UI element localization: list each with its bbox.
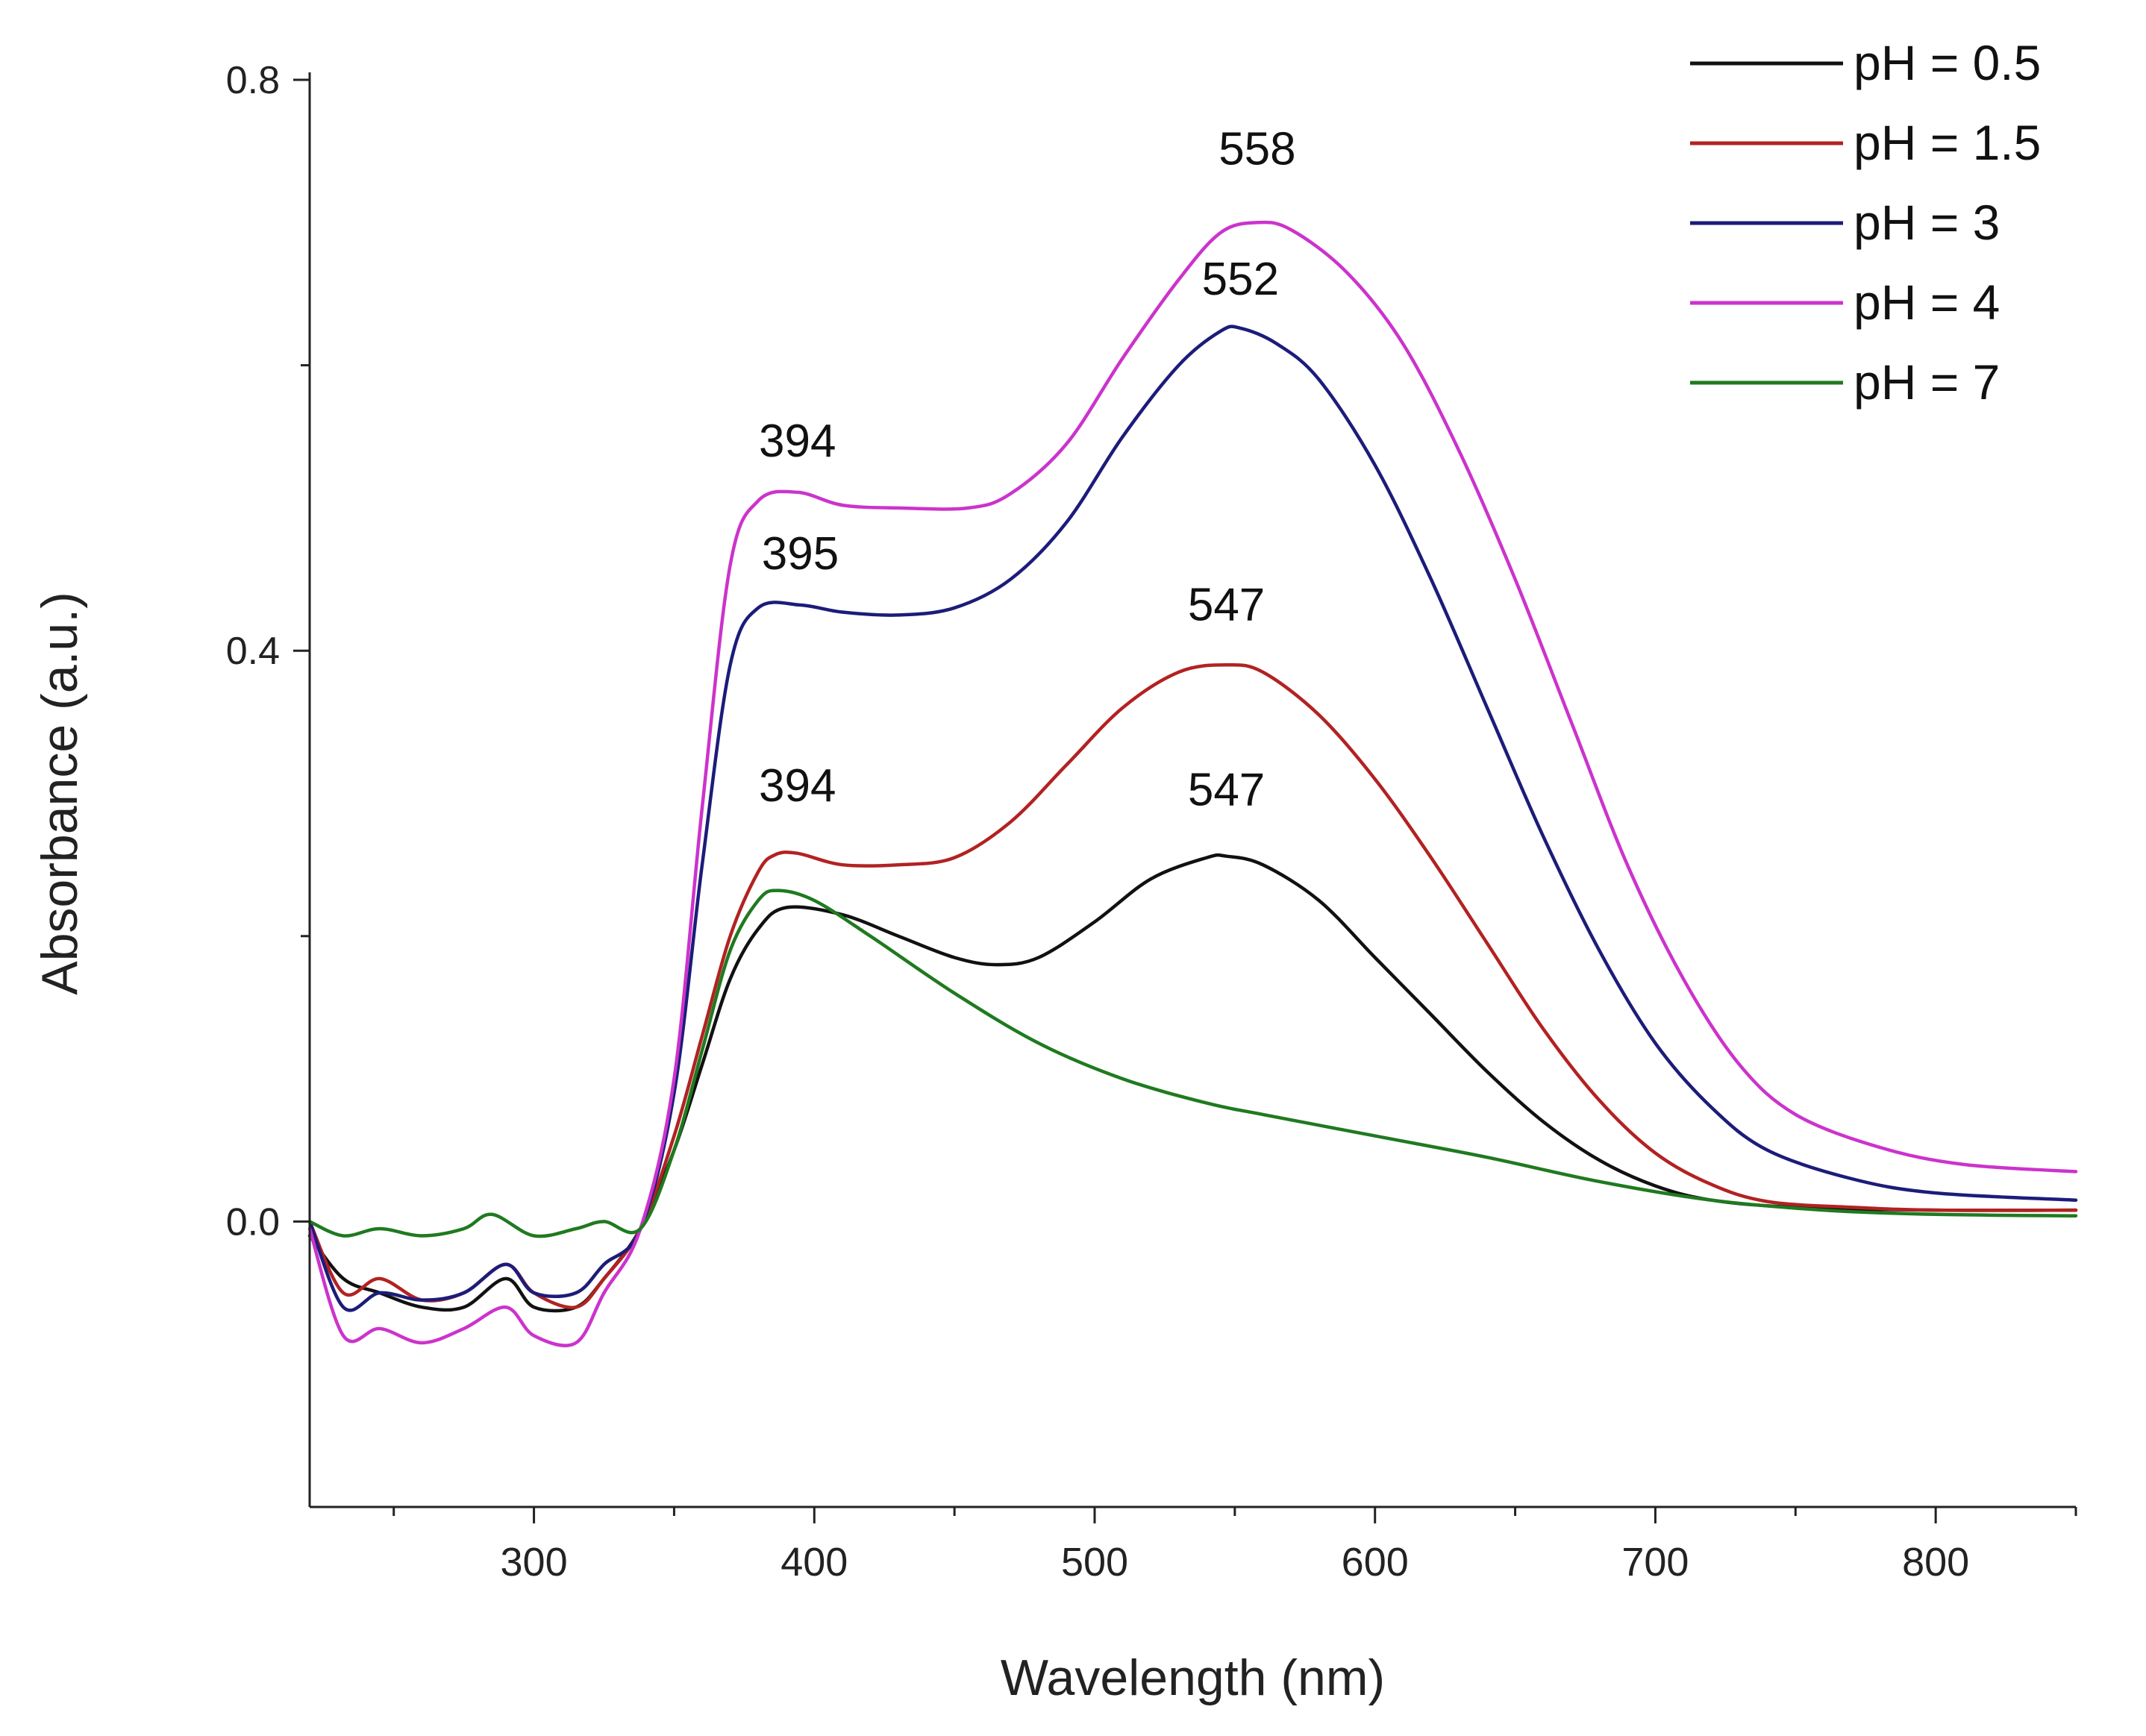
series-line-0 xyxy=(307,853,2078,1313)
annotation-layer: 558 552 394 395 547 394 547 xyxy=(759,123,1296,815)
x-tick-label: 600 xyxy=(1342,1540,1409,1585)
legend-label-4: pH = 7 xyxy=(1853,354,2000,410)
x-tick-label: 300 xyxy=(501,1540,568,1585)
legend-label-2: pH = 3 xyxy=(1853,195,2000,250)
legend-label-1: pH = 1.5 xyxy=(1853,115,2041,170)
peak-label: 394 xyxy=(759,416,836,467)
y-axis-title: Absorbance (a.u.) xyxy=(31,592,88,995)
y-tick-label: 0.4 xyxy=(226,630,280,673)
x-tick-label: 700 xyxy=(1621,1540,1689,1585)
legend-label-0: pH = 0.5 xyxy=(1853,35,2041,90)
series-layer xyxy=(307,220,2078,1347)
x-tick-label: 800 xyxy=(1902,1540,1969,1585)
x-tick-label: 500 xyxy=(1061,1540,1128,1585)
legend: pH = 0.5 pH = 1.5 pH = 3 pH = 4 pH = 7 xyxy=(1690,35,2041,410)
x-tick-label: 400 xyxy=(780,1540,848,1585)
legend-label-3: pH = 4 xyxy=(1853,275,2000,330)
y-tick-label: 0.0 xyxy=(226,1200,280,1244)
series-line-3 xyxy=(307,220,2078,1347)
y-tick-label: 0.8 xyxy=(226,59,280,102)
peak-label: 395 xyxy=(762,528,839,580)
peak-label: 552 xyxy=(1202,254,1279,305)
axes-layer: 300 400 500 600 700 800 0.0 0.4 0.8 xyxy=(226,59,2077,1585)
peak-label: 547 xyxy=(1188,579,1265,630)
series-line-4 xyxy=(307,889,2078,1238)
peak-label: 547 xyxy=(1188,765,1265,816)
series-line-2 xyxy=(307,325,2078,1312)
x-axis-title: Wavelength (nm) xyxy=(1001,1649,1385,1706)
peak-label: 558 xyxy=(1219,123,1295,175)
series-line-1 xyxy=(307,662,2078,1309)
peak-label: 394 xyxy=(759,760,836,812)
